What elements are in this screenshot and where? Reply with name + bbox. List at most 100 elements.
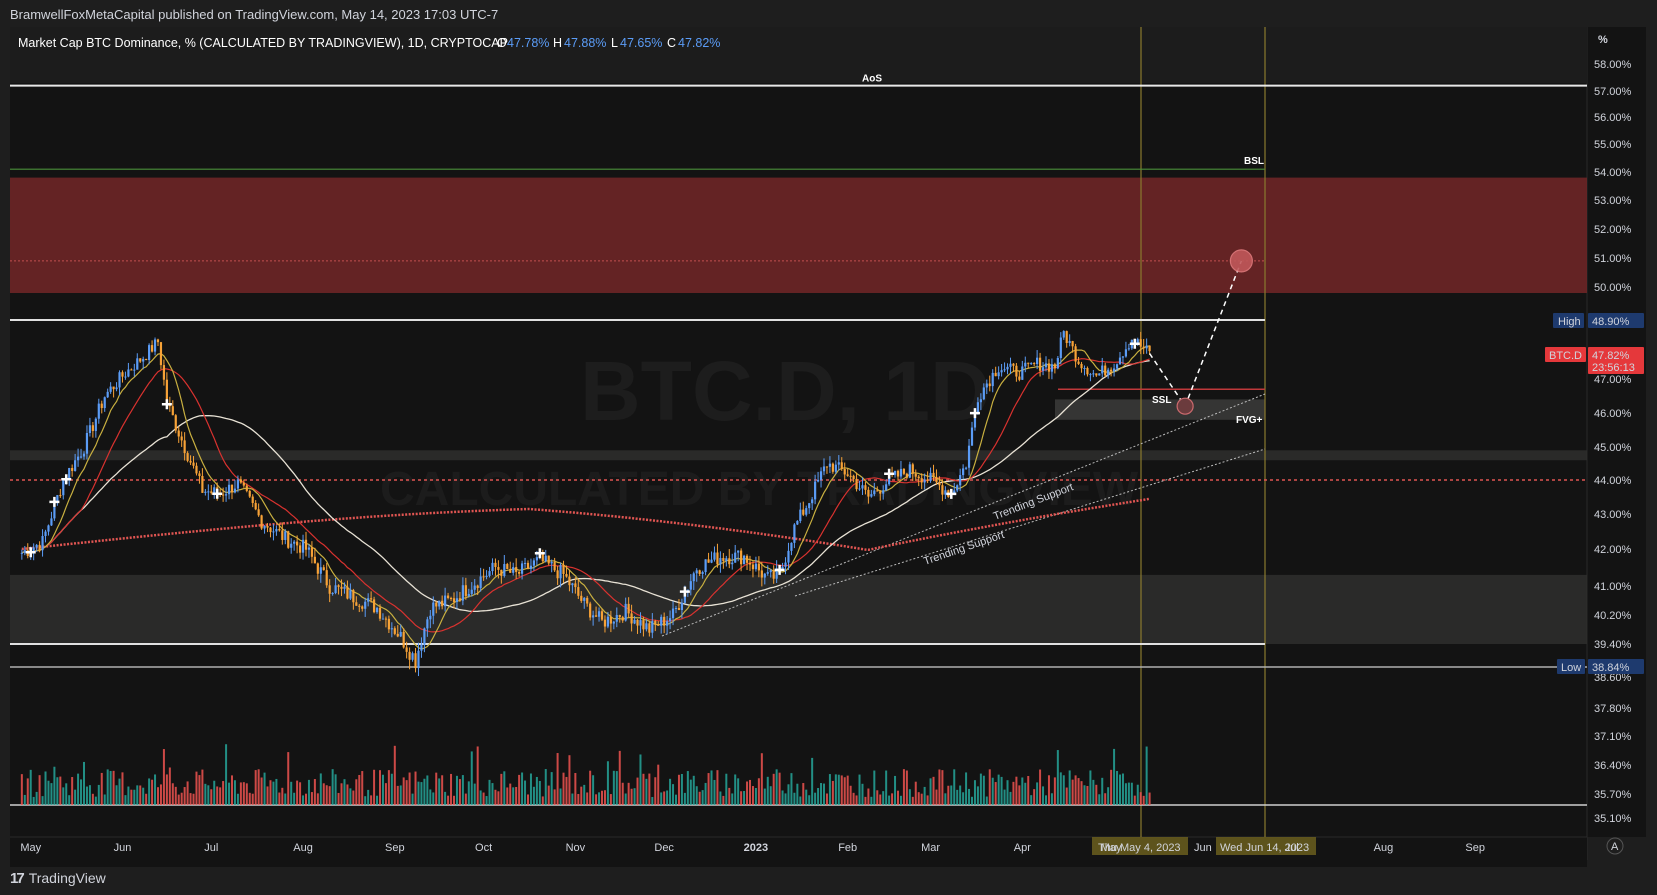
candle-body (846, 474, 849, 476)
volume-bar (891, 793, 894, 805)
time-tick: Feb (838, 842, 857, 854)
candle-body (340, 586, 343, 589)
volume-bar (666, 790, 669, 805)
candle-body (370, 598, 373, 600)
candle-body (630, 613, 633, 624)
volume-bar (897, 790, 899, 805)
candle-body (1101, 365, 1104, 374)
volume-bar (414, 771, 417, 805)
volume-bar (453, 795, 455, 805)
candle-body (1044, 363, 1048, 368)
legend[interactable]: Market Cap BTC Dominance, % (CALCULATED … (18, 36, 720, 50)
candle-body (269, 527, 272, 533)
volume-bar (959, 785, 962, 805)
candle-body (683, 591, 686, 603)
cross-marker (969, 408, 980, 419)
candle-body (973, 413, 977, 428)
volume-bar (621, 782, 624, 805)
candle-body (186, 453, 189, 461)
volume-bar (100, 772, 103, 805)
candle-body (71, 468, 74, 471)
volume-bar (20, 774, 23, 805)
price-tick: 37.10% (1594, 731, 1632, 743)
cross-marker (534, 548, 545, 559)
candle-body (44, 531, 47, 537)
candle-body (239, 479, 242, 483)
candle-body (695, 570, 698, 574)
volume-bar (316, 793, 319, 805)
projection-high-target[interactable] (1229, 249, 1253, 273)
candle-body (825, 466, 829, 468)
candle-body (1000, 370, 1003, 373)
candle-body (476, 585, 479, 588)
candle-body (1009, 363, 1012, 367)
price-tick: 43.00% (1594, 509, 1632, 521)
volume-bar (154, 774, 157, 805)
candle-body (615, 615, 618, 622)
candle-body (74, 460, 77, 471)
auto-scale-button[interactable] (1606, 837, 1624, 855)
volume-bar (405, 780, 408, 805)
candle-body (1030, 363, 1033, 365)
volume-bar (991, 777, 994, 805)
candle-body (837, 462, 840, 465)
price-tick: 45.00% (1594, 442, 1632, 454)
volume-bar (272, 781, 275, 805)
time-tick: May (20, 842, 41, 854)
volume-bar (124, 795, 127, 805)
volume-bar (947, 785, 950, 805)
volume-bar (778, 772, 781, 805)
volume-bar (950, 785, 953, 805)
candle-body (988, 383, 991, 387)
volume-bar (603, 790, 606, 805)
volume-bar (299, 782, 302, 805)
candle-body (592, 615, 595, 618)
time-tick: Jul (1285, 842, 1299, 854)
volume-bar (251, 793, 254, 805)
volume-bar (1145, 746, 1148, 805)
cross-marker (1129, 338, 1140, 349)
candle-body (529, 565, 533, 569)
candle-body (642, 620, 645, 630)
btcd-badge-value: 47.82% (1592, 350, 1630, 362)
time-tick: Nov (566, 842, 586, 854)
volume-bar (133, 789, 136, 805)
demand-zone (10, 574, 1587, 644)
candle-body (112, 386, 115, 390)
volume-bar (627, 782, 630, 805)
price-tick: 55.00% (1594, 139, 1632, 151)
candle-body (310, 547, 314, 557)
projection-low-target[interactable] (1176, 397, 1194, 415)
volume-bar (62, 787, 65, 805)
candle-body (118, 372, 121, 388)
volume-bar (290, 781, 293, 805)
candle-body (1050, 364, 1054, 372)
chart-pane[interactable] (10, 27, 1587, 867)
candle-body (213, 487, 216, 493)
volume-bar (754, 788, 757, 805)
volume-bar (370, 795, 373, 805)
volume-bar (849, 785, 852, 805)
candle-body (565, 573, 568, 577)
candle-body (882, 490, 885, 494)
volume-bar (482, 792, 485, 805)
candle-body (535, 557, 538, 561)
tradingview-logo[interactable]: 17 TradingView (10, 868, 106, 888)
time-highlight-start: Thu May 4, 2023 (1098, 842, 1181, 854)
volume-bar (450, 773, 453, 805)
volume-bar (1012, 781, 1015, 805)
volume-bar (349, 788, 352, 805)
volume-bar (577, 793, 580, 805)
candle-body (805, 508, 808, 515)
candle-body (103, 397, 106, 409)
price-axis-pane[interactable] (1587, 27, 1646, 837)
volume-bar (260, 777, 263, 805)
volume-bar (494, 789, 497, 805)
volume-bar (956, 789, 959, 805)
low-badge: Low 38.84% (1557, 659, 1644, 674)
candle-body (503, 564, 506, 576)
time-axis-pane[interactable] (10, 837, 1587, 860)
volume-bar (870, 796, 873, 805)
time-tick: Aug (1374, 842, 1394, 854)
